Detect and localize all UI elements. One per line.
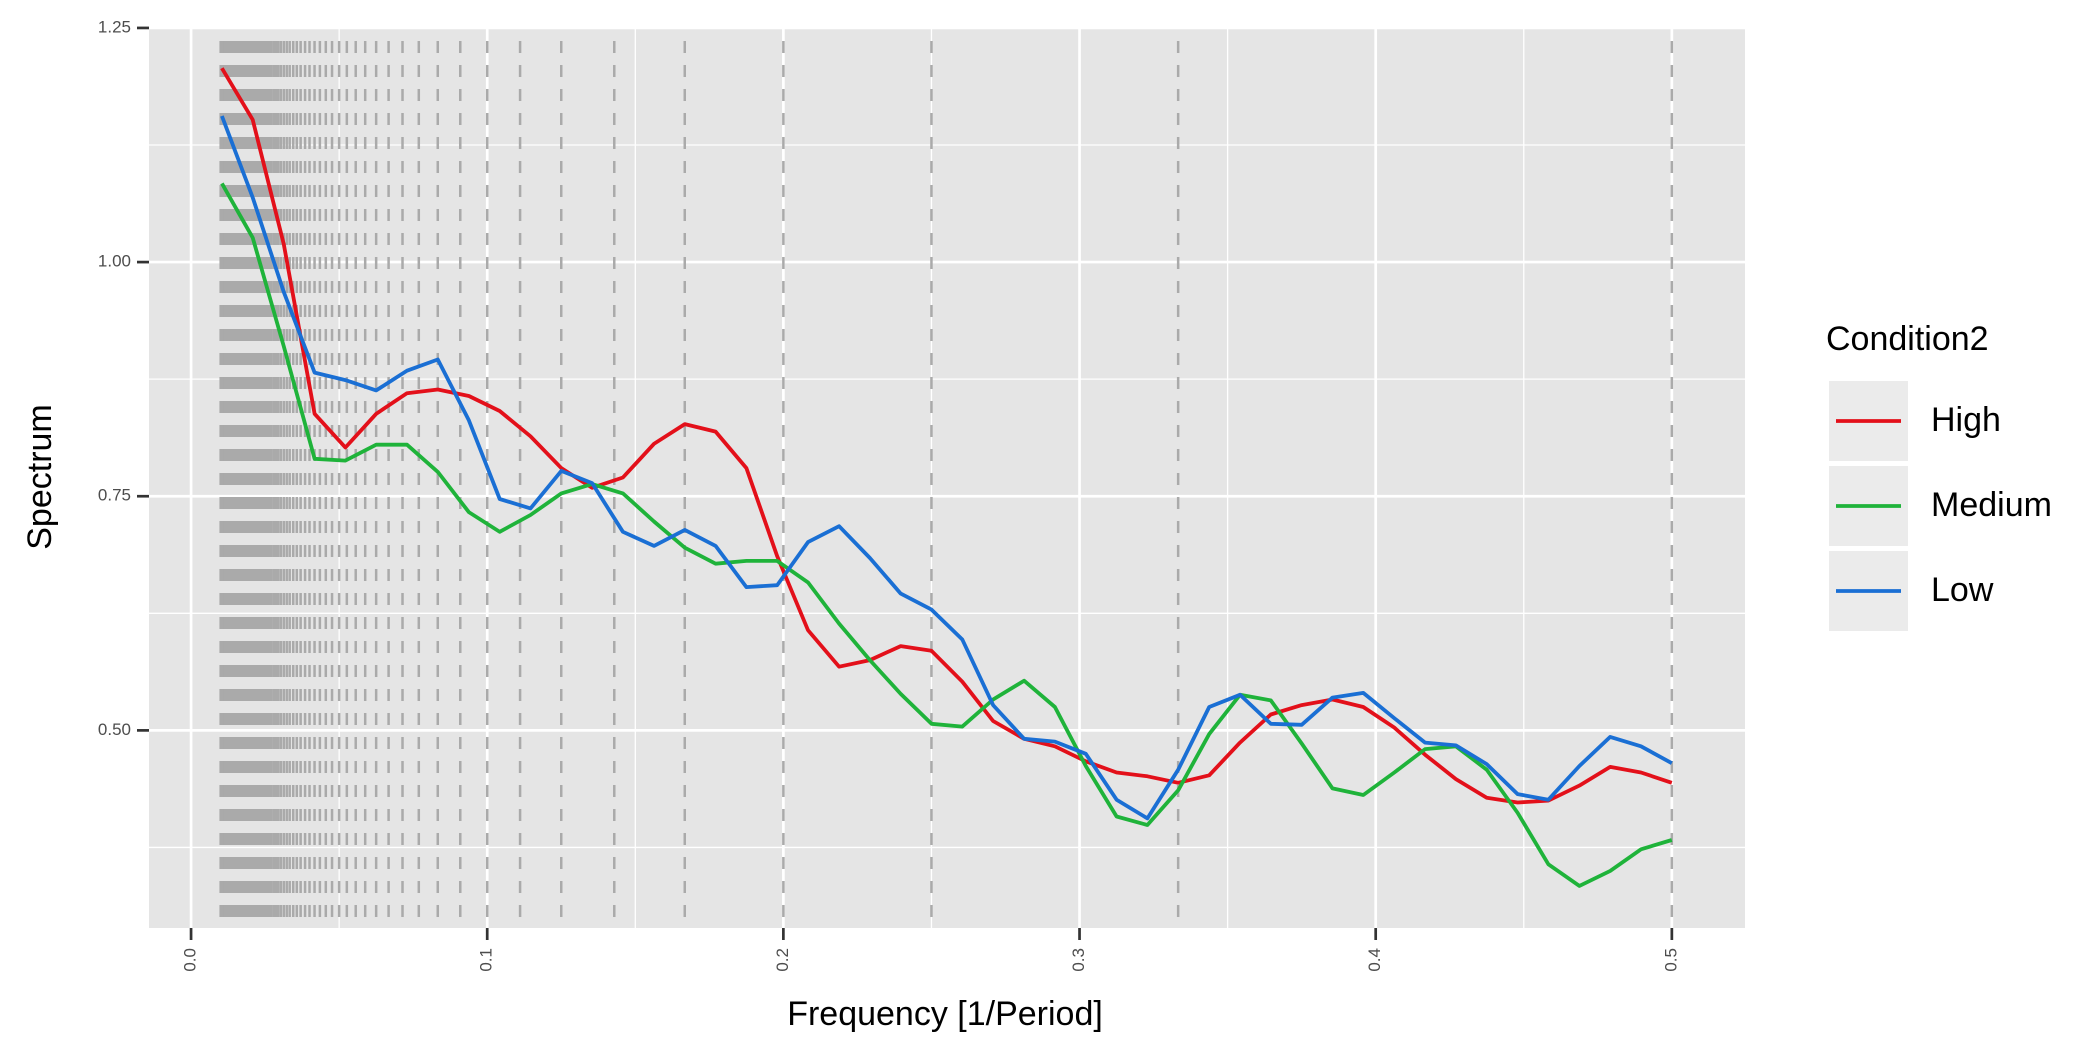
series-line [220,67,1673,805]
y-tick-label: 0.75 [98,486,131,505]
series-line [220,182,1673,888]
y-tick-label: 1.25 [98,17,131,36]
y-axis-title: Spectrum [21,404,59,550]
x-tick-label: 0.5 [1661,948,1680,972]
x-tick-label: 0.4 [1365,948,1384,972]
legend-label: Low [1931,571,1994,609]
x-tick-label: 0.1 [477,948,496,972]
legend-label: High [1931,401,2001,439]
panel [149,27,1745,928]
y-tick-label: 1.00 [98,252,131,271]
x-tick-label: 0.0 [181,948,200,972]
y-tick-label: 0.50 [98,720,131,739]
legend-label: Medium [1931,486,2052,524]
legend-title: Condition2 [1826,320,1989,358]
x-tick-label: 0.3 [1069,948,1088,972]
x-tick-label: 0.2 [773,948,792,972]
series-line [220,115,1673,821]
x-axis-title: Frequency [1/Period] [787,995,1103,1033]
